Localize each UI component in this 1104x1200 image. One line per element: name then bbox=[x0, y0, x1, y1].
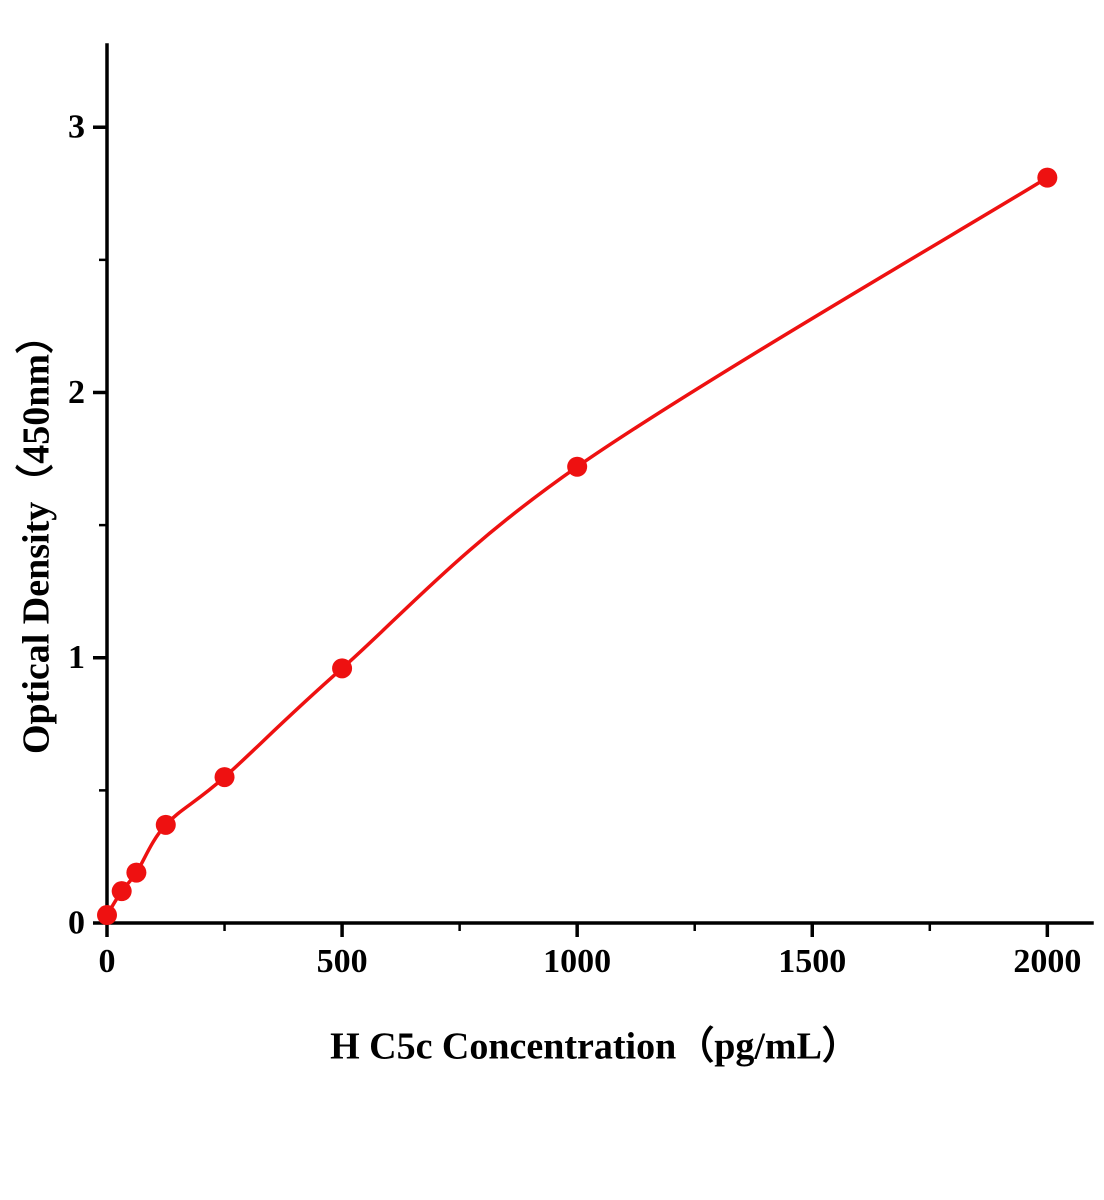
x-tick-label: 2000 bbox=[1013, 943, 1081, 980]
data-point bbox=[97, 905, 117, 926]
data-point bbox=[332, 658, 353, 679]
data-point bbox=[214, 767, 235, 788]
standard-curve-line bbox=[105, 175, 1050, 917]
x-tick-label: 1500 bbox=[778, 943, 846, 980]
y-tick-label: 1 bbox=[68, 639, 85, 676]
y-axis-title: Optical Density（450nm） bbox=[15, 315, 58, 755]
data-point bbox=[111, 881, 132, 902]
data-point bbox=[126, 862, 147, 883]
y-tick-label: 2 bbox=[68, 374, 85, 411]
x-axis-title: H C5c Concentration（pg/mL） bbox=[330, 1025, 860, 1068]
data-point bbox=[567, 456, 588, 477]
x-tick-label: 0 bbox=[99, 943, 116, 980]
data-point bbox=[155, 814, 176, 835]
y-tick-label: 3 bbox=[68, 109, 85, 146]
x-tick-label: 500 bbox=[317, 943, 368, 980]
y-tick-label: 0 bbox=[68, 905, 85, 942]
data-point bbox=[1037, 167, 1058, 188]
x-tick-label: 1000 bbox=[543, 943, 611, 980]
